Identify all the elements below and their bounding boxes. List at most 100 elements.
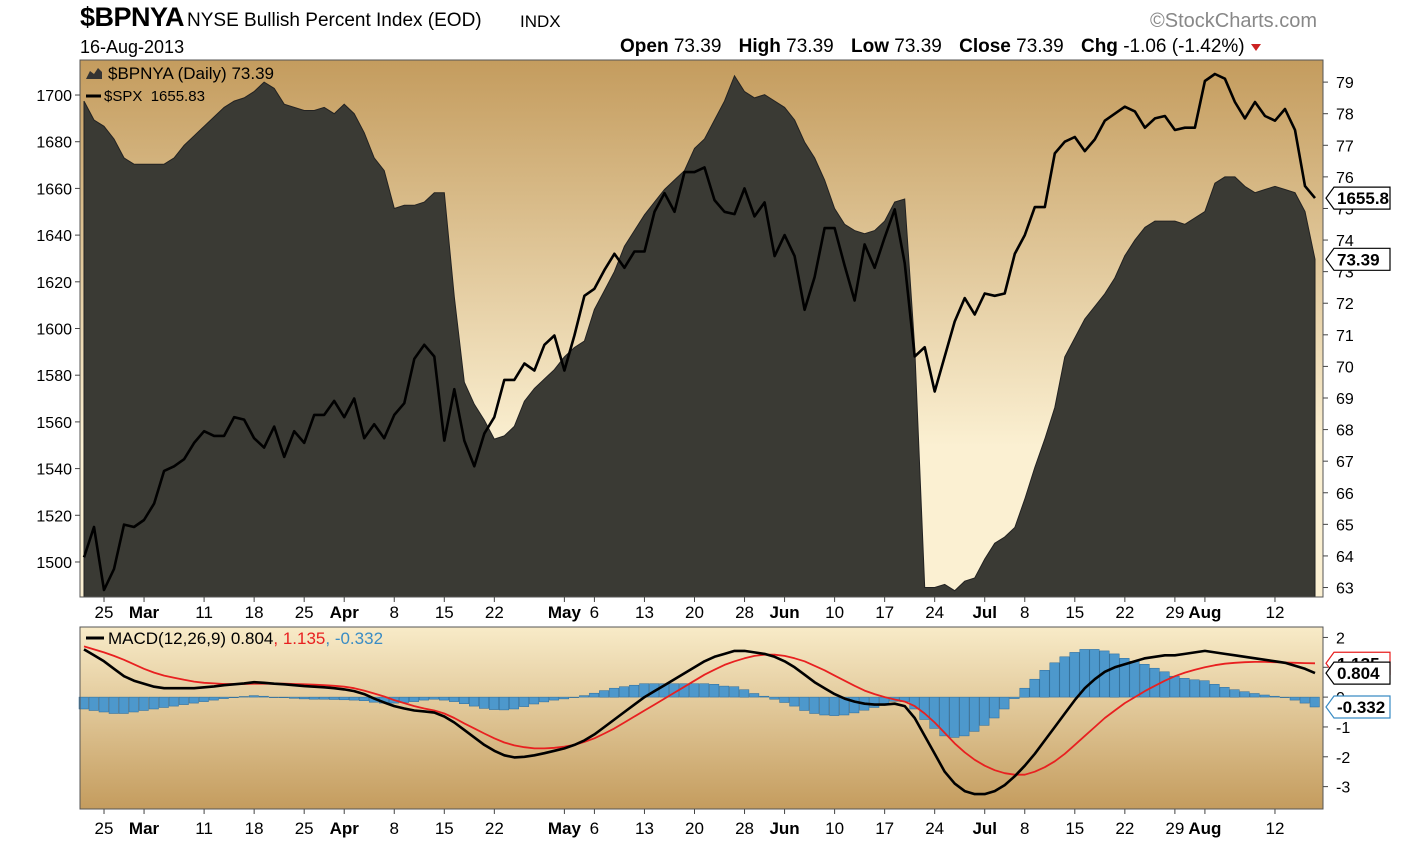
histogram-bar [1309, 696, 1320, 708]
x-tick-label: 25 [295, 603, 314, 622]
histogram-bar [1039, 670, 1050, 698]
histogram-bar [799, 696, 810, 711]
left-tick-label: 1520 [36, 508, 72, 525]
macd-panel[interactable] [78, 626, 1324, 810]
histogram-bar [1259, 694, 1270, 698]
x-tick-label: 13 [635, 603, 654, 622]
histogram-bar [1279, 696, 1290, 698]
histogram-bar [138, 696, 149, 711]
histogram-bar [939, 696, 950, 737]
bpnya-last-badge: 73.39 [1337, 250, 1380, 269]
histogram-bar [268, 696, 279, 698]
histogram-bar [1239, 691, 1250, 698]
histogram-bar [659, 683, 670, 698]
right-tick-label: 79 [1336, 75, 1354, 92]
histogram-bar [579, 695, 590, 698]
histogram-bar [168, 696, 179, 707]
histogram-bar [188, 696, 199, 704]
x-tick-label: 24 [925, 603, 944, 622]
chart-symbol: $BPNYA [80, 2, 185, 32]
histogram-bar [338, 696, 349, 701]
histogram-bar [328, 696, 339, 700]
macd-tick-label: -3 [1336, 780, 1350, 797]
chg-label: Chg [1080, 36, 1118, 57]
histogram-bar [258, 695, 269, 698]
right-tick-label: 67 [1336, 454, 1354, 471]
histogram-bar [248, 695, 259, 698]
histogram-bar [1119, 658, 1130, 698]
histogram-bar [1089, 649, 1100, 698]
histogram-bar [829, 696, 840, 716]
left-tick-label: 1600 [36, 322, 72, 339]
macd-x-tick-label: 8 [1020, 819, 1029, 838]
x-tick-label: 20 [685, 603, 704, 622]
histogram-bar [1069, 652, 1080, 698]
macd-x-tick-label: 11 [195, 819, 213, 838]
histogram-bar [1029, 678, 1040, 698]
histogram-bar [979, 696, 990, 726]
macd-x-tick-label: 20 [685, 819, 704, 838]
histogram-bar [1209, 684, 1220, 698]
histogram-bar [198, 696, 209, 702]
histogram-bar [98, 696, 109, 713]
histogram-bar [128, 696, 139, 713]
macd-x-tick-label: 6 [590, 819, 599, 838]
histogram-bar [809, 696, 820, 714]
macd-last-badge-box [1325, 661, 1391, 685]
histogram-bar [1269, 695, 1280, 698]
macd-tick-label: -2 [1336, 750, 1350, 767]
macd-x-tick-label: Mar [129, 819, 160, 838]
histogram-bar [549, 696, 560, 701]
open-value: 73.39 [673, 36, 722, 57]
price-panel[interactable] [79, 59, 1324, 598]
left-tick-label: 1580 [36, 368, 72, 385]
histogram-bar [749, 693, 760, 698]
histogram-bar [519, 696, 530, 707]
right-tick-label: 71 [1336, 328, 1354, 345]
histogram-bar [429, 696, 439, 700]
histogram-bar [779, 696, 790, 703]
histogram-bar [228, 696, 239, 698]
brand-logo[interactable]: ©StockCharts.com [1150, 10, 1318, 32]
spx-last-badge-box [1325, 186, 1391, 210]
x-tick-label: 8 [1020, 603, 1029, 622]
spx-last-badge: 1655.8 [1337, 189, 1389, 208]
histogram-bar [1289, 696, 1300, 701]
histogram-bar [118, 696, 129, 714]
histogram-bar [1179, 678, 1190, 698]
histogram-bar [1159, 671, 1170, 698]
x-tick-label: 6 [590, 603, 599, 622]
x-tick-label: Jul [972, 603, 997, 622]
macd-x-tick-label: 28 [735, 819, 754, 838]
histogram-bar [789, 696, 800, 707]
histogram-bar [1299, 696, 1310, 704]
bpnya-last-badge-box [1325, 247, 1391, 271]
macd-x-tick-label: 25 [295, 819, 314, 838]
chart-description: NYSE Bullish Percent Index (EOD) [187, 10, 482, 31]
histogram-bar [1059, 656, 1070, 698]
histogram-bar [569, 696, 580, 698]
histogram-bar [419, 696, 429, 701]
histogram-bar [148, 696, 159, 710]
histogram-bar [919, 696, 930, 720]
left-tick-label: 1700 [36, 88, 72, 105]
macd-x-tick-label: 25 [95, 819, 114, 838]
histogram-last-badge-box [1325, 695, 1391, 719]
histogram-bar [729, 686, 740, 698]
macd-legend-text: MACD(12,26,9) 0.804, 1.135, -0.332 [108, 629, 383, 648]
macd-tick-label: -1 [1336, 720, 1350, 737]
histogram-bar [1129, 661, 1140, 698]
histogram-bar [559, 696, 570, 700]
macd-x-tick-label: Aug [1188, 819, 1221, 838]
histogram-bar [108, 696, 119, 714]
histogram-bar [509, 696, 519, 710]
right-tick-label: 76 [1336, 170, 1354, 187]
macd-x-tick-label: 10 [825, 819, 844, 838]
histogram-bar [1199, 680, 1210, 698]
right-tick-label: 65 [1336, 517, 1354, 534]
histogram-bar [769, 696, 780, 700]
macd-x-tick-label: 22 [1115, 819, 1134, 838]
histogram-bar [589, 692, 600, 698]
macd-x-tick-label: 18 [245, 819, 264, 838]
